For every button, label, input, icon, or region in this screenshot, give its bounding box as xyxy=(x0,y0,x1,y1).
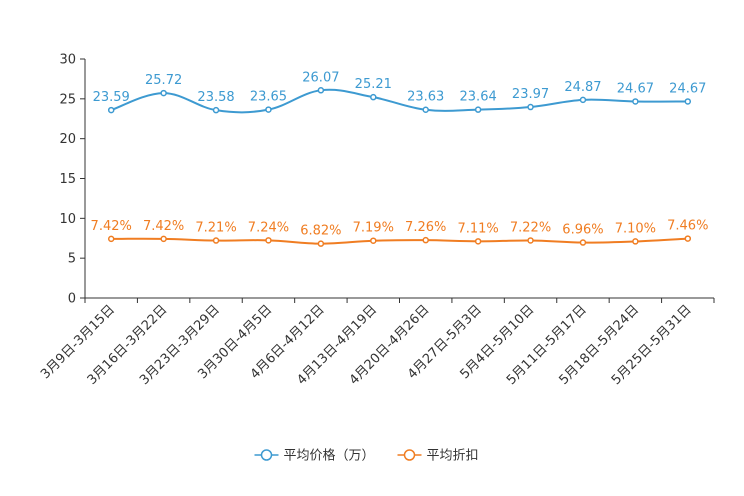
data-point xyxy=(317,87,325,94)
data-point xyxy=(527,103,534,111)
data-point xyxy=(265,106,272,113)
data-label: 7.10% xyxy=(615,221,656,236)
y-tick-label: 0 xyxy=(68,292,76,307)
data-point xyxy=(370,93,377,101)
legend-marker xyxy=(260,449,273,461)
data-point xyxy=(474,106,482,113)
data-point xyxy=(160,89,167,97)
series-layer xyxy=(107,87,692,247)
y-tick-label: 10 xyxy=(59,212,76,227)
data-point xyxy=(579,96,587,104)
legend-label: 平均价格（万） xyxy=(284,448,375,464)
data-point xyxy=(684,98,692,105)
data-point xyxy=(422,236,429,244)
data-label: 7.42% xyxy=(91,219,132,234)
data-point xyxy=(212,237,220,244)
data-point xyxy=(527,237,534,244)
data-label: 7.22% xyxy=(510,220,551,235)
data-point xyxy=(632,98,639,105)
data-label: 6.96% xyxy=(562,223,603,238)
data-point xyxy=(632,238,639,245)
data-label: 7.19% xyxy=(353,221,394,236)
data-point xyxy=(107,235,115,243)
data-point xyxy=(370,237,377,244)
legend-item-0: 平均价格（万） xyxy=(254,448,375,464)
y-tick-label: 25 xyxy=(59,92,76,107)
data-point xyxy=(160,235,167,243)
data-label: 23.58 xyxy=(197,90,234,105)
data-label: 7.42% xyxy=(143,219,184,234)
legend: 平均价格（万） 平均折扣 xyxy=(254,448,479,464)
legend-label: 平均折扣 xyxy=(427,449,479,464)
data-point xyxy=(474,238,482,245)
data-label: 6.82% xyxy=(300,224,341,239)
data-label: 26.07 xyxy=(302,70,339,85)
data-label: 23.65 xyxy=(250,90,287,105)
data-point xyxy=(212,106,220,114)
data-label: 7.11% xyxy=(457,221,498,236)
data-label: 24.67 xyxy=(669,81,706,96)
series-line-1 xyxy=(111,237,688,245)
data-label: 25.72 xyxy=(145,73,182,88)
y-tick-label: 15 xyxy=(59,172,76,187)
data-point xyxy=(265,237,272,244)
data-point xyxy=(684,235,692,242)
data-label: 7.24% xyxy=(248,220,289,235)
data-point xyxy=(579,239,587,246)
data-label: 7.46% xyxy=(667,219,708,234)
data-label: 7.21% xyxy=(195,221,236,236)
y-tick-label: 20 xyxy=(59,132,76,147)
data-label: 24.67 xyxy=(617,81,654,96)
series-line-0 xyxy=(110,88,688,114)
data-point xyxy=(317,240,325,247)
data-label: 23.63 xyxy=(407,90,444,105)
data-labels: 23.59 25.72 23.58 23.65 26.07 25.21 23.63 23.64… xyxy=(91,70,709,238)
data-label: 23.59 xyxy=(93,90,130,105)
y-tick-label: 30 xyxy=(59,53,76,68)
data-label: 23.64 xyxy=(460,90,497,105)
data-label: 25.21 xyxy=(355,77,392,92)
legend-item-1: 平均折扣 xyxy=(397,449,479,464)
y-tick-label: 5 xyxy=(68,252,76,267)
data-label: 24.87 xyxy=(564,80,601,95)
data-point xyxy=(422,106,429,113)
legend-marker xyxy=(403,449,416,461)
data-label: 7.26% xyxy=(405,220,446,235)
data-point xyxy=(107,106,115,114)
data-label: 23.97 xyxy=(512,87,549,102)
